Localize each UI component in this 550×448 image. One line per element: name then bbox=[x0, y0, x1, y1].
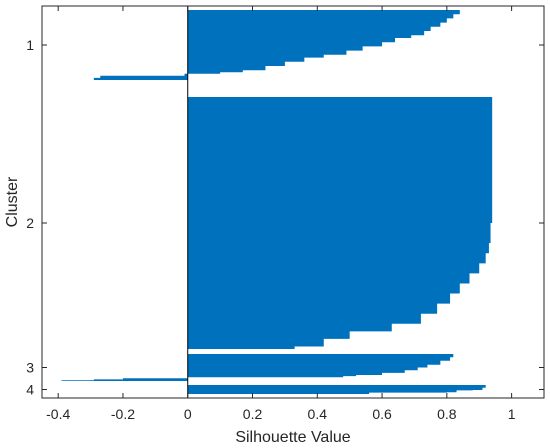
x-tick-label: 0.2 bbox=[243, 406, 263, 422]
x-tick-label: 0.6 bbox=[372, 406, 392, 422]
y-tick-label: 1 bbox=[26, 37, 34, 53]
y-axis-title: Cluster bbox=[4, 176, 21, 227]
y-tick-label: 2 bbox=[26, 215, 34, 231]
y-tick-label: 3 bbox=[26, 360, 34, 376]
silhouette-bars bbox=[54, 10, 493, 394]
x-axis-ticks: -0.4 -0.2 0 0.2 0.4 0.6 0.8 1 bbox=[46, 6, 516, 422]
x-tick-label: 0.8 bbox=[437, 406, 457, 422]
x-tick-label: -0.4 bbox=[46, 406, 70, 422]
x-tick-label: 0.4 bbox=[308, 406, 328, 422]
y-axis-ticks: 1 2 3 4 bbox=[26, 37, 544, 398]
x-tick-label: -0.2 bbox=[111, 406, 135, 422]
cluster-2-bars bbox=[187, 97, 493, 349]
cluster-3-bars bbox=[58, 354, 454, 381]
x-tick-label: 0 bbox=[184, 406, 192, 422]
plot-frame bbox=[41, 5, 545, 399]
y-tick-label: 4 bbox=[26, 382, 34, 398]
cluster-4-bars bbox=[187, 385, 486, 394]
x-axis-title: Silhouette Value bbox=[235, 429, 350, 446]
cluster-1-bars bbox=[54, 10, 460, 80]
x-tick-label: 1 bbox=[508, 406, 516, 422]
